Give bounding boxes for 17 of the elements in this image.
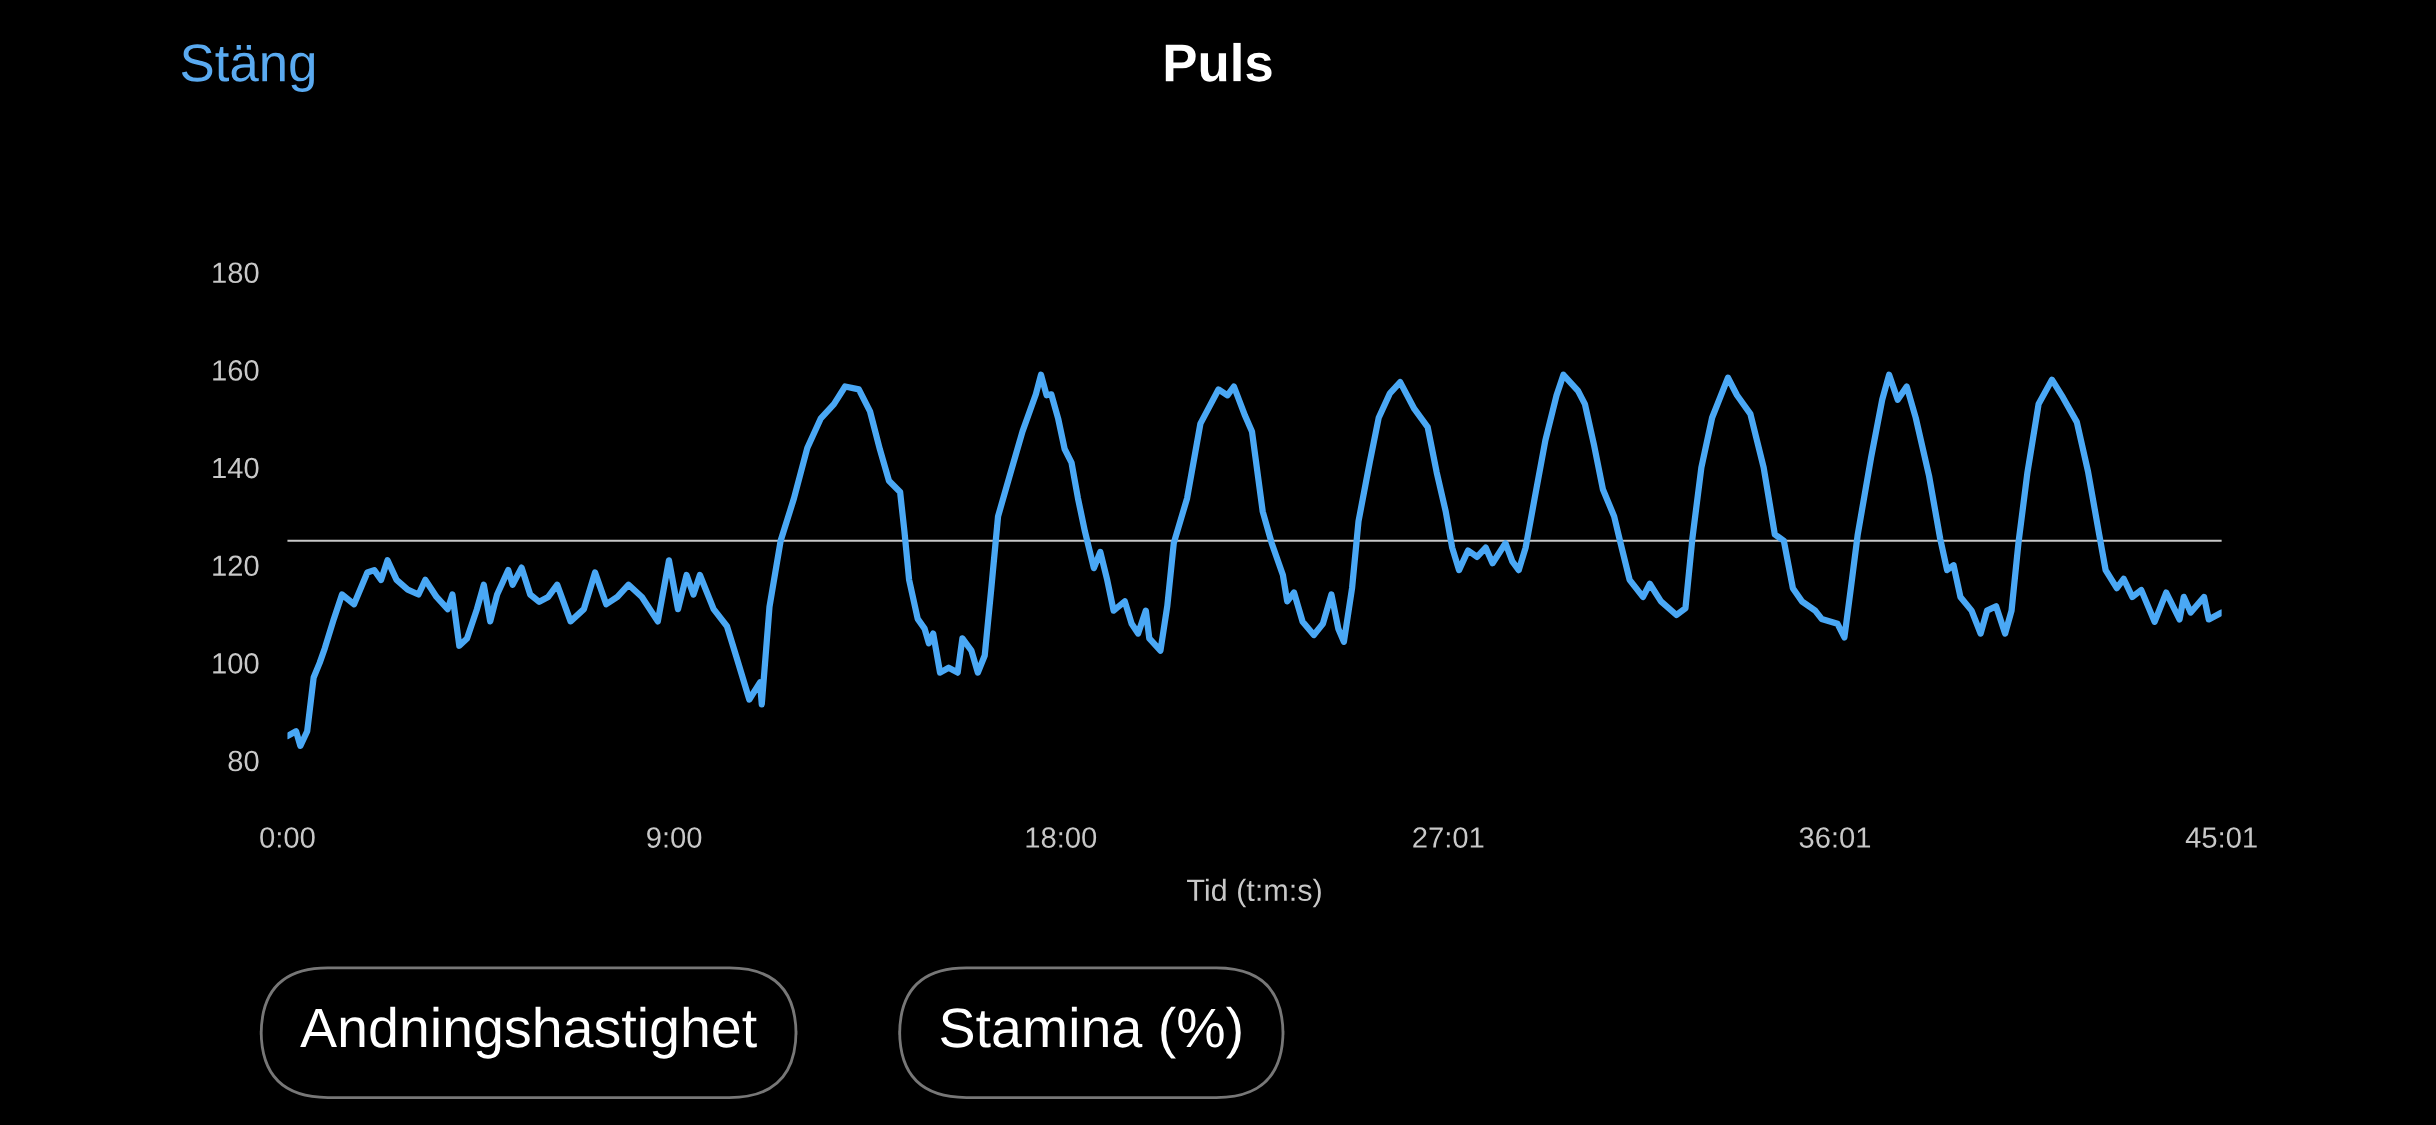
text: Stamina (%) — [941, 1006, 1241, 1059]
y-tick-label: 120 — [213, 555, 259, 577]
y-tick-label: 180 — [213, 262, 259, 284]
x-tick-label: 9:00 — [647, 827, 702, 848]
chart-title: Puls — [1165, 42, 1272, 82]
x-tick-label: 27:01 — [1413, 827, 1484, 848]
y-tick-label: 100 — [213, 653, 259, 674]
x-tick-label: 0:00 — [260, 827, 315, 848]
x-tick-label: 45:01 — [2185, 827, 2257, 848]
y-tick-label: 80 — [228, 750, 259, 772]
x-tick-label: 18:00 — [1026, 827, 1097, 848]
x-axis-title: Tid (t:m:s) — [1187, 878, 1321, 908]
text: Andningshastighet — [300, 1006, 757, 1059]
text: Stäng — [181, 44, 315, 93]
y-tick-label: 140 — [213, 457, 259, 479]
y-tick-label: 160 — [213, 360, 259, 381]
x-tick-label: 36:01 — [1799, 827, 1871, 848]
